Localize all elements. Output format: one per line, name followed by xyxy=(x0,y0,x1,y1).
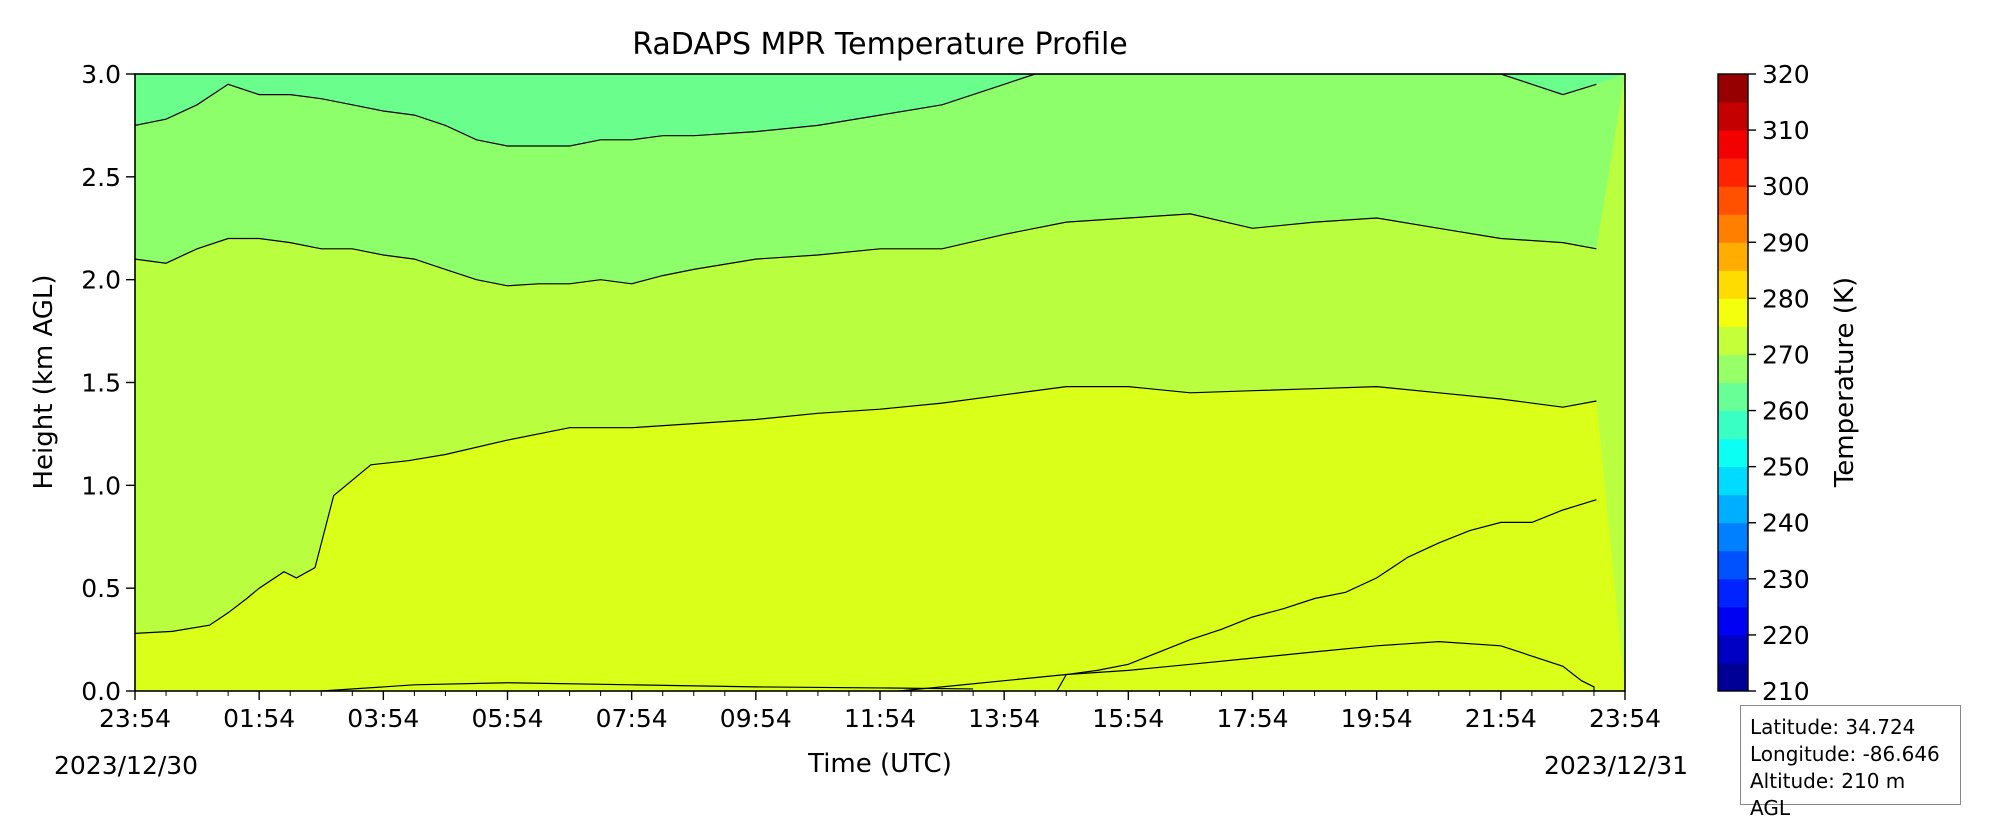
colorbar-segment xyxy=(1718,522,1748,552)
colorbar-segment xyxy=(1718,74,1748,103)
x-tick-label: 13:54 xyxy=(968,704,1040,733)
contour-line-280-low xyxy=(321,682,974,691)
colorbar-segment xyxy=(1718,270,1748,299)
colorbar-segment xyxy=(1718,158,1748,187)
y-tick-label: 3.0 xyxy=(81,60,121,89)
contour-band-275 xyxy=(135,386,1625,691)
contour-line-275 xyxy=(135,385,1597,634)
colorbar-ticks: 210 220 230 240 250 260 270 280 290 300 310 320 xyxy=(1748,60,1810,706)
x-end-date: 2023/12/31 xyxy=(1544,751,1688,780)
colorbar-segment xyxy=(1718,550,1748,580)
y-axis-label: Height (km AGL) xyxy=(29,274,59,489)
x-tick-label: 19:54 xyxy=(1341,704,1413,733)
contour-line-270 xyxy=(135,213,1597,287)
colorbar-segment xyxy=(1718,298,1748,327)
colorbar-tick-label: 210 xyxy=(1762,677,1810,706)
colorbar-segment xyxy=(1718,634,1748,664)
colorbar-tick-label: 310 xyxy=(1762,116,1810,145)
colorbar-tick-label: 230 xyxy=(1762,565,1810,594)
colorbar-segment xyxy=(1718,102,1748,131)
colorbar-segment xyxy=(1718,606,1748,636)
y-tick-label: 1.5 xyxy=(81,369,121,398)
colorbar-tick-label: 300 xyxy=(1762,172,1810,201)
colorbar-segment xyxy=(1718,186,1748,215)
x-tick-label: 21:54 xyxy=(1465,704,1537,733)
colorbar-tick-label: 270 xyxy=(1762,340,1810,369)
colorbar-tick-label: 220 xyxy=(1762,621,1810,650)
colorbar-segment xyxy=(1718,494,1748,524)
colorbar-segment xyxy=(1718,242,1748,271)
plot-area xyxy=(135,74,1625,691)
colorbar-tick-label: 260 xyxy=(1762,397,1810,426)
longitude-text: Longitude: -86.646 xyxy=(1750,742,1940,766)
x-tick-label: 15:54 xyxy=(1092,704,1164,733)
y-axis: 0.0 0.5 1.0 1.5 2.0 2.5 3.0 xyxy=(81,60,135,706)
colorbar-segment xyxy=(1718,410,1748,440)
x-tick-label: 23:54 xyxy=(1589,704,1661,733)
colorbar-segment xyxy=(1718,354,1748,383)
colorbar-tick-label: 290 xyxy=(1762,228,1810,257)
colorbar-label: Temperature (K) xyxy=(1830,277,1860,488)
colorbar-segment xyxy=(1718,130,1748,159)
colorbar-tick-label: 320 xyxy=(1762,60,1810,89)
colorbar-segment xyxy=(1718,662,1748,692)
y-tick-label: 1.0 xyxy=(81,471,121,500)
colorbar-segment xyxy=(1718,214,1748,243)
y-tick-label: 2.0 xyxy=(81,266,121,295)
temperature-profile-chart: RaDAPS MPR Temperature Profile 23:54 01:5… xyxy=(29,27,1860,780)
colorbar-tick-label: 280 xyxy=(1762,284,1810,313)
x-tick-label: 23:54 xyxy=(99,704,171,733)
colorbar-tick-label: 250 xyxy=(1762,453,1810,482)
x-start-date: 2023/12/30 xyxy=(54,751,198,780)
x-tick-label: 17:54 xyxy=(1216,704,1288,733)
chart-title: RaDAPS MPR Temperature Profile xyxy=(632,27,1128,62)
x-tick-label: 07:54 xyxy=(596,704,668,733)
x-tick-label: 03:54 xyxy=(347,704,419,733)
colorbar-segment xyxy=(1718,326,1748,355)
x-tick-label: 11:54 xyxy=(844,704,916,733)
altitude-text: Altitude: 210 m AGL xyxy=(1750,769,1906,820)
x-axis: 23:54 01:54 03:54 05:54 07:54 09:54 11:54 13:54… xyxy=(99,691,1661,733)
station-info-box: Latitude: 34.724 Longitude: -86.646 Alti… xyxy=(1740,705,1961,820)
colorbar xyxy=(1718,74,1748,692)
x-tick-label: 05:54 xyxy=(471,704,543,733)
latitude-text: Latitude: 34.724 xyxy=(1750,715,1916,739)
colorbar-tick-label: 240 xyxy=(1762,509,1810,538)
x-tick-label: 01:54 xyxy=(223,704,295,733)
contour-line-285 xyxy=(898,640,1597,691)
colorbar-frame xyxy=(1717,73,1749,692)
x-tick-label: 09:54 xyxy=(720,704,792,733)
y-tick-label: 0.0 xyxy=(81,677,121,706)
colorbar-segment xyxy=(1718,466,1748,496)
y-tick-label: 2.5 xyxy=(81,163,121,192)
colorbar-segment xyxy=(1718,438,1748,468)
colorbar-segment xyxy=(1718,578,1748,608)
colorbar-segment xyxy=(1718,382,1748,412)
contour-band-260 xyxy=(135,74,1625,146)
contour-line-265 xyxy=(135,74,1597,147)
x-axis-label: Time (UTC) xyxy=(807,749,952,779)
y-tick-label: 0.5 xyxy=(81,574,121,603)
contour-line-280 xyxy=(1056,499,1597,691)
